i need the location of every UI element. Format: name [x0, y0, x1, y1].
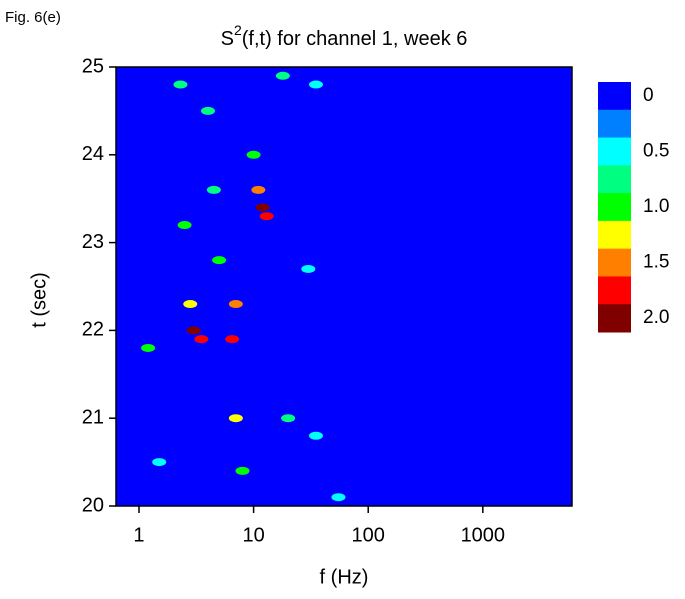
x-axis-label: f (Hz): [320, 566, 369, 588]
y-tick-label: 22: [82, 319, 104, 341]
title-part: (f,t) for channel 1, week 6: [242, 28, 468, 50]
heat-spot: [331, 493, 346, 502]
colorbar-label: 2.0: [643, 307, 669, 328]
heat-spot: [308, 80, 323, 89]
heat-spot: [225, 335, 240, 344]
title-superscript: 2: [234, 22, 242, 38]
chart-title: S2(f,t) for channel 1, week 6: [221, 22, 468, 51]
heat-spot: [152, 458, 167, 467]
heat-spot: [173, 80, 188, 89]
title-part: S: [221, 28, 234, 50]
colorbar-label: 0.5: [643, 140, 669, 161]
heat-spot: [194, 335, 209, 344]
heat-spot: [177, 221, 192, 230]
y-axis-label: t (sec): [28, 272, 50, 328]
x-tick-label: 100: [352, 524, 385, 546]
heat-spot: [259, 212, 274, 221]
colorbar-label: 0: [643, 85, 654, 106]
heat-spot: [246, 150, 261, 159]
y-tick-label: 23: [82, 231, 104, 253]
heat-spot: [200, 106, 215, 115]
heat-spot: [141, 343, 156, 352]
heat-spot: [281, 414, 296, 423]
x-tick-label: 1000: [461, 524, 506, 546]
plot-frame: [115, 66, 573, 507]
heat-spot: [206, 185, 221, 194]
heat-spot: [235, 466, 250, 475]
figure-label: Fig. 6(e): [5, 9, 61, 26]
x-tick-label: 10: [242, 524, 264, 546]
heat-spot: [308, 431, 323, 440]
x-tick-label: 1: [133, 524, 144, 546]
colorbar-block: [598, 193, 631, 222]
heat-spot: [212, 256, 227, 265]
colorbar-block: [598, 137, 631, 166]
heat-spot: [275, 71, 290, 80]
colorbar-label: 1.0: [643, 196, 669, 217]
colorbar-block: [598, 304, 631, 333]
colorbar-block: [598, 82, 631, 111]
colorbar-block: [598, 248, 631, 277]
heat-spot: [255, 203, 270, 212]
heat-spot: [186, 326, 201, 335]
colorbar-block: [598, 109, 631, 139]
y-tick-label: 20: [82, 494, 104, 516]
y-tick-label: 24: [82, 143, 104, 165]
colorbar-block: [598, 220, 631, 250]
heat-spot: [301, 264, 316, 273]
y-tick-label: 25: [82, 55, 104, 77]
colorbar-label: 1.5: [643, 252, 669, 273]
heat-spot: [228, 414, 243, 423]
colorbar-block: [598, 276, 631, 305]
heat-spot: [251, 185, 266, 194]
heat-spot: [183, 300, 198, 309]
colorbar-block: [598, 165, 631, 194]
heat-spot: [228, 300, 243, 309]
plot-background: [116, 67, 572, 506]
y-tick-label: 21: [82, 406, 104, 428]
